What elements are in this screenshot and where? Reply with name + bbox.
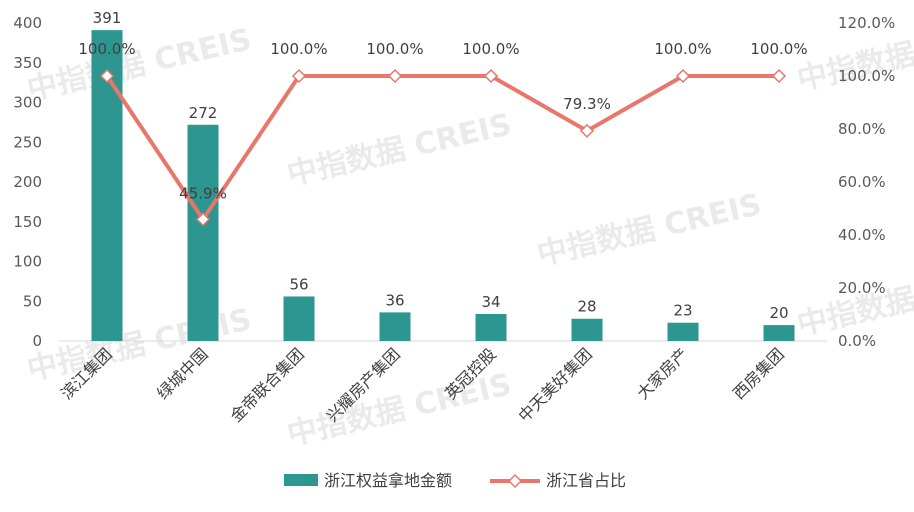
y-right-tick-label: 60.0%: [838, 173, 886, 191]
data-labels: 391 272 56 36 34 28 23 20 100.0% 45.9% 100.0% 100.0…: [78, 9, 807, 322]
line-series: [99, 68, 787, 227]
legend-line-label: 浙江省占比: [546, 471, 626, 490]
line-marker: [387, 68, 403, 84]
line-value-label: 100.0%: [78, 40, 135, 58]
y-left-tick-label: 400: [13, 14, 42, 32]
bar: [379, 312, 411, 341]
y-left-tick-label: 300: [13, 94, 42, 112]
line-value-label: 79.3%: [563, 95, 611, 113]
y-left-tick-label: 50: [23, 292, 42, 310]
watermark-text: 中指数据 CREIS: [534, 187, 765, 273]
bar: [475, 313, 507, 341]
line-value-label: 45.9%: [179, 184, 227, 202]
line-value-label: 100.0%: [654, 40, 711, 58]
y-right-tick-label: 80.0%: [838, 120, 886, 138]
watermark-text: 中指数据 CREIS: [284, 367, 515, 453]
x-category-label: 中天美好集团: [515, 344, 596, 425]
y-right-tick-label: 0.0%: [838, 332, 876, 350]
y-left-tick-label: 250: [13, 133, 42, 151]
bar: [667, 322, 699, 341]
bar-value-label: 391: [93, 9, 122, 27]
line-value-label: 100.0%: [366, 40, 423, 58]
y-left-tick-label: 100: [13, 253, 42, 271]
bar-value-label: 23: [673, 302, 692, 320]
legend-bar-label: 浙江权益拿地金额: [324, 471, 452, 490]
bar: [283, 296, 315, 341]
bar-value-label: 56: [289, 275, 308, 293]
y-left-tick-label: 0: [32, 332, 42, 350]
watermark-text: 中指数据 CREIS: [24, 22, 255, 108]
y-right-tick-label: 20.0%: [838, 279, 886, 297]
y-right-tick-label: 120.0%: [838, 14, 895, 32]
y-right-tick-label: 40.0%: [838, 226, 886, 244]
line-marker: [195, 212, 211, 227]
bar-value-label: 272: [189, 104, 218, 122]
line-value-label: 100.0%: [750, 40, 807, 58]
line-path: [105, 74, 779, 222]
line-marker: [99, 68, 115, 84]
bar-value-label: 34: [481, 293, 500, 311]
x-category-label: 西房集团: [729, 344, 788, 403]
line-marker: [483, 68, 499, 84]
line-value-label: 100.0%: [270, 40, 327, 58]
line-marker: [579, 123, 595, 138]
bar-value-label: 20: [769, 304, 788, 322]
bar: [187, 124, 219, 341]
y-left-tick-label: 350: [13, 54, 42, 72]
legend-bar-swatch: [284, 474, 318, 486]
legend: 浙江权益拿地金额 浙江省占比: [284, 471, 626, 490]
y-left-tick-label: 150: [13, 213, 42, 231]
watermark-text: 中指数据 CREIS: [794, 257, 914, 343]
bar: [571, 318, 603, 341]
y-right-tick-label: 100.0%: [838, 67, 895, 85]
line-marker: [771, 68, 787, 84]
watermark-text: 中指数据 CREIS: [284, 107, 515, 193]
y-left-tick-label: 200: [13, 173, 42, 191]
legend-line-marker: [507, 473, 523, 489]
x-category-label: 大家房产: [633, 344, 692, 403]
line-marker: [291, 68, 307, 84]
x-category-label: 金帝联合集团: [227, 344, 308, 425]
bar-value-label: 36: [385, 291, 404, 309]
bar: [763, 325, 795, 341]
line-marker: [675, 68, 691, 84]
watermark-text: 中指数据 CREIS: [24, 302, 255, 388]
line-value-label: 100.0%: [462, 40, 519, 58]
bar-value-label: 28: [577, 298, 596, 316]
